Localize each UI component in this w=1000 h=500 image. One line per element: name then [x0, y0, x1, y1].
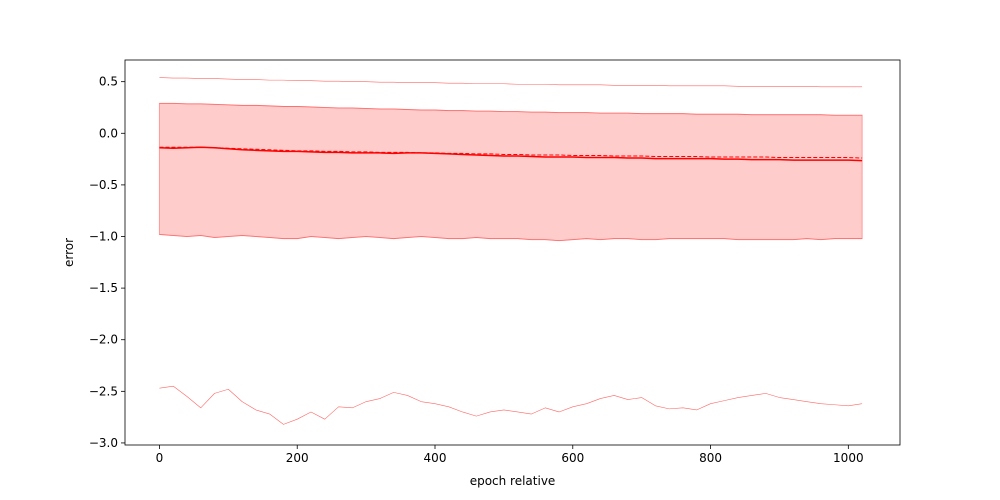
- y-tick-label: −0.5: [89, 178, 118, 192]
- series-line-upper: [159, 102, 863, 116]
- series-line-median: [159, 146, 863, 159]
- y-tick-label: 0.5: [99, 75, 118, 89]
- lines-layer: [159, 77, 863, 425]
- x-ticks: 0 200 400 600 800 1000: [156, 445, 864, 465]
- series-line-lower: [159, 234, 863, 242]
- y-tick-label: −2.0: [89, 333, 118, 347]
- y-tick-label: −3.0: [89, 436, 118, 450]
- axes-frame: [124, 59, 901, 446]
- x-tick-label: 600: [561, 451, 584, 465]
- x-tick-label: 800: [699, 451, 722, 465]
- y-tick-label: −1.0: [89, 230, 118, 244]
- y-tick-label: −2.5: [89, 384, 118, 398]
- x-tick-label: 200: [286, 451, 309, 465]
- band-area: [158, 102, 863, 242]
- series-line-mean: [159, 146, 863, 162]
- x-tick-label: 400: [424, 451, 447, 465]
- plot-area: 0 200 400 600 800 1000 0.5 0.0 −0.5 −1.0 −1.5 −2.0…: [89, 59, 901, 465]
- y-ticks: 0.5 0.0 −0.5 −1.0 −1.5 −2.0 −2.5 −3.0: [89, 75, 125, 450]
- y-tick-label: 0.0: [99, 126, 118, 140]
- series-line-min: [159, 385, 863, 425]
- x-axis-label: epoch relative: [470, 474, 556, 488]
- y-axis-label: error: [62, 238, 76, 267]
- band-layer: [158, 102, 863, 242]
- series-line-max: [159, 77, 863, 88]
- x-tick-label: 0: [156, 451, 164, 465]
- x-tick-label: 1000: [833, 451, 864, 465]
- y-tick-label: −1.5: [89, 281, 118, 295]
